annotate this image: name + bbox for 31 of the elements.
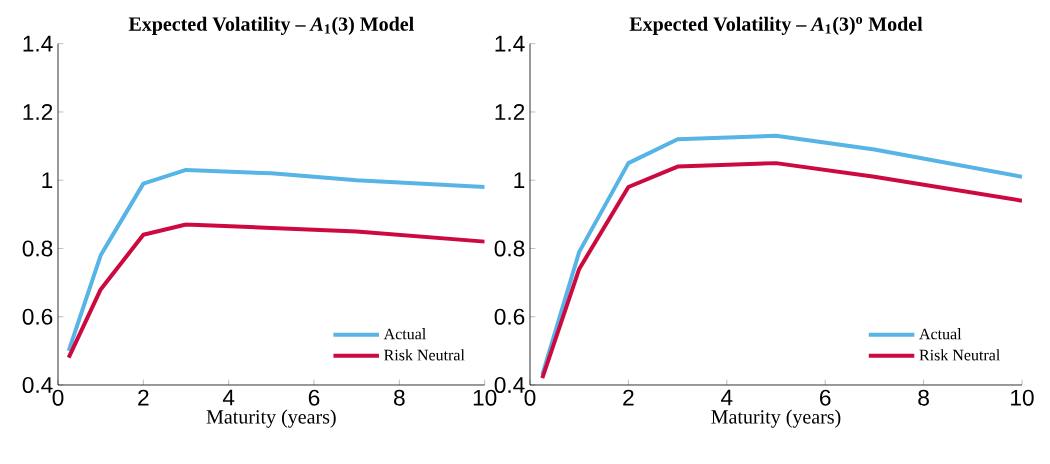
x-tick-label: 8 [918, 389, 929, 406]
legend-label: Risk Neutral [919, 349, 1000, 361]
x-tick-label: 4 [721, 389, 733, 406]
x-tick-label: 6 [308, 389, 320, 406]
y-tick-label: 0.6 [494, 308, 525, 325]
legend-label: Actual [383, 328, 426, 340]
line-series [66, 222, 485, 360]
chart-title: Expected Volatility – A$_{1}$(3) Model [128, 16, 414, 35]
y-tick-label: 0.6 [22, 308, 53, 325]
x-tick-label: 0 [52, 389, 64, 406]
y-tick-label: 0.4 [22, 376, 53, 394]
x-tick-label: 0 [524, 389, 536, 406]
x-tick-label: 10 [1011, 389, 1034, 406]
y-tick-label: 1 [514, 172, 525, 188]
y-tick-label: 1.4 [495, 35, 525, 52]
legend-label: Actual [919, 328, 962, 340]
chart-title: Expected Volatility – A$_{1}$(3)$^{o}$ Model [629, 16, 923, 35]
x-tick-label: 4 [222, 389, 235, 406]
y-tick-label: 1.2 [23, 104, 53, 120]
y-tick-label: 1.4 [23, 35, 53, 52]
x-tick-label: 2 [623, 389, 634, 406]
x-tick-label: 6 [820, 389, 831, 406]
x-tick-label: 2 [138, 389, 149, 406]
x-tick-label: 8 [394, 389, 405, 406]
x-axis-title: Maturity (years) [711, 409, 841, 428]
legend-label: Risk Neutral [384, 349, 465, 361]
y-tick-label: 1 [42, 172, 53, 188]
y-tick-label: 1.2 [495, 104, 525, 120]
y-tick-label: 0.8 [22, 240, 53, 257]
y-tick-label: 0.8 [494, 240, 525, 257]
x-axis-title: Maturity (years) [206, 409, 336, 428]
